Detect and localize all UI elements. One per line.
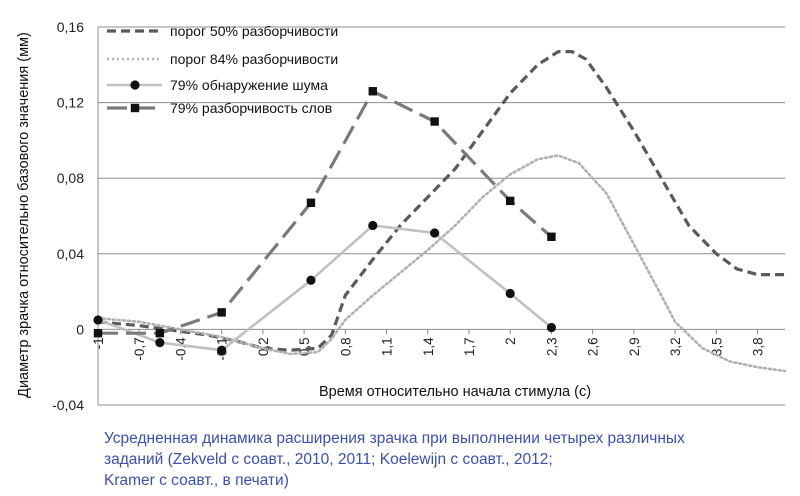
series-lines xyxy=(93,49,787,373)
series-square xyxy=(93,87,556,338)
x-tick-label: 2,9 xyxy=(627,337,642,356)
data-point-diamond xyxy=(368,220,378,231)
data-point-square xyxy=(506,196,515,206)
x-tick-label: 0,8 xyxy=(338,337,353,356)
legend-label: 79% разборчивость слов xyxy=(170,100,332,116)
x-tick-label: 0,2 xyxy=(256,337,271,356)
x-tick-label: 3,8 xyxy=(751,337,766,356)
data-point-diamond xyxy=(93,315,103,325)
data-point-diamond xyxy=(546,322,557,333)
x-tick-label: 0,5 xyxy=(297,337,312,356)
legend-entry: порог 50% разборчивости xyxy=(107,23,338,39)
x-tick-label: -0,7 xyxy=(132,337,147,360)
x-tick-label: 1,4 xyxy=(421,337,436,356)
legend-entry: 79% обнаружение шума xyxy=(107,77,328,93)
legend-label: порог 84% разборчивости xyxy=(170,51,338,67)
data-point-diamond xyxy=(130,80,140,90)
axes: -0,0400,040,080,120,16-1-0,7-0,4-0,10,20… xyxy=(52,19,785,413)
x-tick-label: 1,1 xyxy=(380,337,395,356)
data-point-square xyxy=(130,103,140,113)
x-axis-label: Время относительно начала стимула (с) xyxy=(319,384,591,400)
gridlines xyxy=(98,26,785,406)
legend-label: 79% обнаружение шума xyxy=(170,77,328,93)
y-tick-label: 0,12 xyxy=(57,95,84,111)
data-point-square xyxy=(306,198,316,207)
x-tick-label: -0,4 xyxy=(173,337,188,361)
data-point-square xyxy=(155,328,165,338)
y-tick-label: -0,04 xyxy=(52,397,84,413)
data-point-diamond xyxy=(155,338,165,348)
y-tick-label: 0,16 xyxy=(57,19,84,35)
caption-line: заданий (Zekveld с соавт., 2010, 2011; K… xyxy=(104,451,553,468)
x-tick-label: 3,2 xyxy=(668,337,683,356)
legend-label: порог 50% разборчивости xyxy=(170,23,338,39)
x-tick-label: 3,5 xyxy=(709,337,724,356)
legend-entry: 79% разборчивость слов xyxy=(107,100,332,116)
legend: порог 50% разборчивости порог 84% разборч… xyxy=(107,23,338,116)
caption-line: Усредненная динамика расширения зрачка п… xyxy=(104,430,685,447)
series-line xyxy=(97,49,785,352)
y-tick-label: 0,04 xyxy=(57,246,84,262)
data-point-diamond xyxy=(505,288,515,299)
caption-line: Kramer с соавт., в печати) xyxy=(104,472,289,489)
series-dashed xyxy=(97,49,785,352)
data-point-square xyxy=(93,328,103,338)
x-tick-label: 2,6 xyxy=(586,337,601,356)
data-point-diamond xyxy=(306,275,316,285)
chart: -0,0400,040,080,120,16-1-0,7-0,4-0,10,20… xyxy=(16,19,787,413)
x-tick-label: 1,7 xyxy=(462,337,477,356)
data-point-diamond xyxy=(430,228,440,238)
y-tick-label: 0,08 xyxy=(57,170,84,186)
series-line xyxy=(96,154,787,373)
data-point-square xyxy=(430,117,439,126)
series-diamond xyxy=(93,220,557,355)
figure-caption: Усредненная динамика расширения зрачка п… xyxy=(104,428,784,491)
data-point-diamond xyxy=(217,345,227,355)
data-point-square xyxy=(368,87,377,96)
series-dotted xyxy=(96,154,787,373)
data-point-square xyxy=(217,308,226,317)
x-tick-label: -1 xyxy=(91,337,106,349)
data-point-square xyxy=(547,232,556,241)
y-tick-label: 0 xyxy=(76,321,84,337)
series-line xyxy=(98,89,553,335)
series-line xyxy=(97,224,553,352)
x-tick-label: 2,3 xyxy=(544,337,559,356)
y-axis-label: Диаметр зрачка относительно базового зна… xyxy=(16,32,32,398)
x-tick-label: 2 xyxy=(503,337,518,345)
legend-entry: порог 84% разборчивости xyxy=(107,51,338,67)
